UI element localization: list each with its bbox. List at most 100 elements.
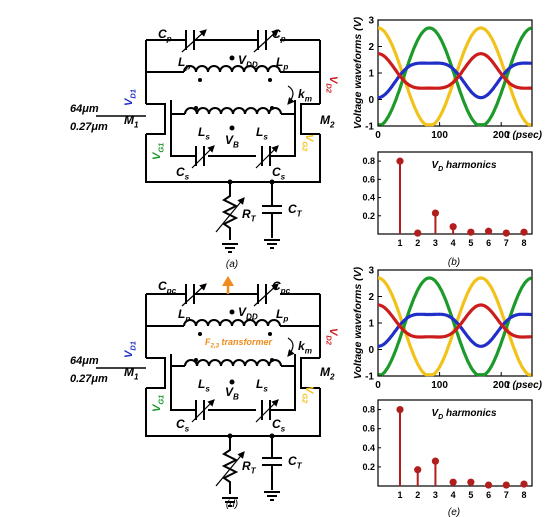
ct-label: CT: [288, 454, 303, 471]
vdd-label-main: V: [238, 53, 247, 67]
x-tick-label: 0: [375, 130, 381, 141]
ls-left-label-main: L: [198, 377, 205, 391]
km-label-sub: m: [305, 95, 312, 104]
km-label: km: [298, 339, 312, 356]
vdd-label: VDD: [238, 305, 258, 322]
chart-title-rest: harmonics: [443, 160, 497, 171]
harmonic-marker: [502, 481, 510, 489]
vb-label: VB: [225, 385, 239, 402]
vg2-label-sub: G2: [301, 393, 310, 404]
harmonic-marker: [449, 478, 457, 486]
vb-label-main: V: [225, 385, 234, 399]
series-line-blue: [378, 61, 532, 100]
ls-right-label-sub: s: [263, 133, 268, 142]
harmonic-marker: [396, 405, 404, 414]
ls-left-label-main: L: [198, 125, 205, 139]
lp-right-label-sub: p: [282, 315, 288, 324]
x-tick-label: 4: [451, 238, 456, 248]
lp-left-label-main: L: [178, 55, 185, 69]
vg2-label: VG2: [301, 386, 315, 404]
transformer-label-rest: transformer: [219, 337, 273, 347]
harmonic-marker: [484, 481, 493, 489]
chart-title-rest: harmonics: [443, 408, 497, 419]
vb-label: VB: [225, 133, 239, 150]
cap-p-left-label: Cp: [158, 27, 172, 44]
cap-p-right-label-sub: pc: [280, 287, 291, 296]
cs-left-label-main: C: [176, 417, 185, 431]
rt-label-sub: T: [251, 215, 257, 224]
m1-label-sub: 1: [134, 373, 139, 382]
chart-title: VD harmonics: [431, 160, 497, 173]
series-line-blue: [378, 312, 532, 348]
y-tick-label: -1: [365, 122, 374, 133]
vd1-label-sub: D1: [128, 341, 137, 351]
y-tick-label: 0.4: [362, 193, 375, 203]
vd2-label: VD2: [325, 328, 339, 346]
plot-frame: [377, 151, 533, 235]
cap-p-right-label-main: C: [272, 279, 281, 293]
transformer-label: F2,3 transformer: [205, 337, 273, 350]
transformer-label-main: F: [205, 337, 211, 347]
m2-label-sub: 2: [329, 121, 335, 130]
vd1-label-sub: D1: [128, 89, 137, 99]
x-tick-label: 100: [431, 130, 448, 141]
harmonic-marker: [431, 209, 440, 217]
m2-label-main: M: [320, 365, 331, 379]
chart-title: VD harmonics: [431, 408, 497, 421]
vg2-label-main: V: [303, 134, 315, 143]
ct-label: CT: [288, 202, 303, 219]
m2-label: M2: [320, 365, 335, 382]
km-label-main: k: [298, 339, 306, 353]
ct-label-sub: T: [297, 210, 303, 219]
vd2-label-sub: D2: [325, 335, 334, 345]
width-label: 64μm: [70, 103, 99, 115]
vg2-label-main: V: [303, 386, 315, 395]
length-label: 0.27μm: [70, 373, 108, 385]
x-tick-label: 4: [451, 490, 456, 500]
m2-label: M2: [320, 113, 335, 130]
chart-title-main: V: [431, 160, 439, 171]
circuit-a: [96, 29, 321, 253]
ls-left-label: Ls: [198, 377, 210, 394]
chart-title-sub: D: [438, 414, 443, 421]
cs-right-label-sub: s: [281, 425, 286, 434]
cap-p-left-label-main: C: [158, 27, 167, 41]
y-tick-label: 2: [368, 292, 374, 303]
m1-label: M1: [124, 113, 139, 130]
ls-right-label-main: L: [256, 125, 263, 139]
y-tick-label: 2: [368, 42, 374, 53]
vg2-label-sub: G2: [301, 141, 310, 152]
ls-right-label-main: L: [256, 377, 263, 391]
vg1-label-sub: G1: [156, 143, 165, 153]
lp-right-label: Lp: [276, 55, 288, 72]
cap-p-left-label: Cpc: [158, 279, 177, 296]
x-tick-label: 7: [504, 238, 509, 248]
lp-left-label-sub: p: [184, 63, 190, 72]
harmonic-marker: [431, 457, 440, 465]
vb-label-sub: B: [233, 141, 239, 150]
x-tick-label: 6: [486, 490, 491, 500]
m2-label-main: M: [320, 113, 331, 127]
x-tick-label: 3: [433, 490, 438, 500]
vg1-label-sub: G1: [156, 395, 165, 405]
caption-b: (b): [448, 257, 460, 268]
rt-label-sub: T: [251, 467, 257, 476]
x-tick-label: 100: [431, 380, 448, 391]
cs-left-label-sub: s: [185, 425, 190, 434]
x-tick-label: 0: [375, 380, 381, 391]
harmonics-chart-b: VD harmonics 0.8 0.6 0.4 0.2 1 2 3 4 5 6 7 8: [362, 151, 533, 248]
km-label: km: [298, 87, 312, 104]
cs-left-label-main: C: [176, 165, 185, 179]
cs-left-label: Cs: [176, 417, 190, 434]
ls-right-label: Ls: [256, 125, 268, 142]
x-tick-label: 1: [397, 490, 402, 500]
lp-left-label: Lp: [178, 55, 190, 72]
y-tick-label: 0.2: [362, 462, 375, 472]
harmonic-marker: [414, 466, 422, 474]
rt-label-main: R: [242, 459, 251, 473]
vd1-label-main: V: [123, 97, 135, 106]
caption-e: (e): [448, 507, 460, 517]
